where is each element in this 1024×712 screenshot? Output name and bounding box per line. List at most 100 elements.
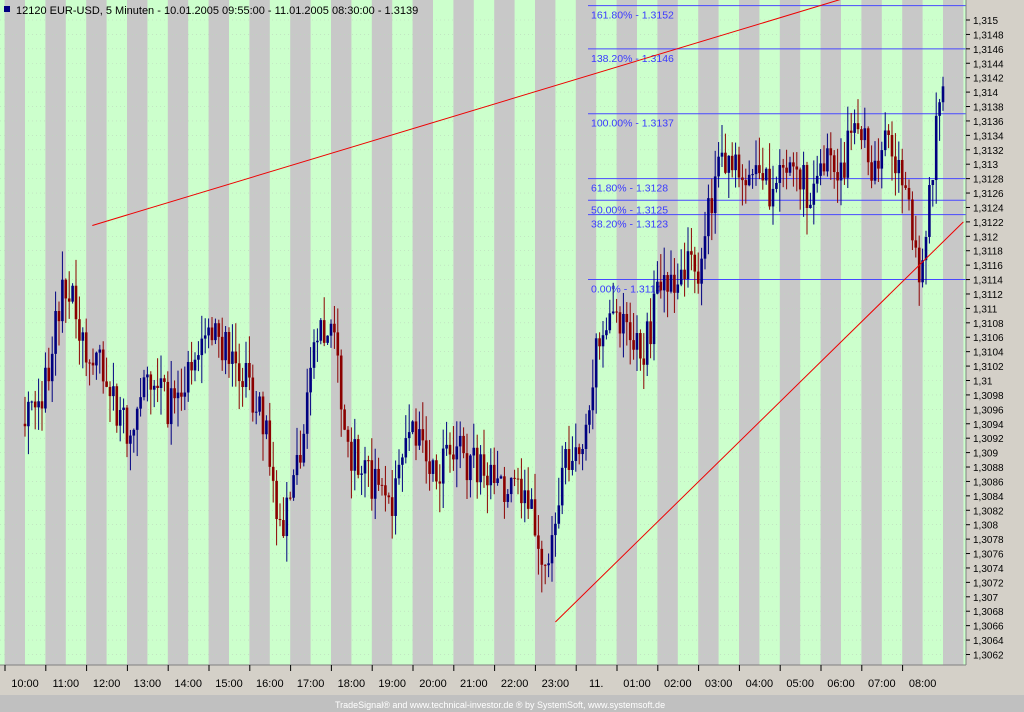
candle-body <box>452 454 455 460</box>
candle-body <box>669 274 673 292</box>
candle-body <box>312 342 316 368</box>
candle-body <box>690 251 693 255</box>
candle-body <box>588 410 591 425</box>
candle-body <box>54 311 57 354</box>
header-marker-icon <box>4 6 10 12</box>
candle-body <box>928 185 931 237</box>
candle-body <box>122 407 125 410</box>
price-tick-label: 1,3118 <box>973 247 1003 258</box>
candle-body <box>520 478 523 504</box>
trendline <box>92 0 841 226</box>
candle-body <box>798 169 802 190</box>
time-tick-label: 06:00 <box>827 678 855 690</box>
candle-body <box>475 447 479 483</box>
candle-body <box>479 454 482 483</box>
price-tick-label: 1,313 <box>973 160 998 171</box>
candle-body <box>169 388 173 425</box>
time-axis: 10:00 11:00 12:00 13:00 14:00 15:00 16:00 17:00… <box>0 664 1024 712</box>
hour-band <box>494 0 515 665</box>
candle-body <box>802 165 805 190</box>
candle-body <box>285 497 289 537</box>
candle-body <box>642 358 646 365</box>
candle-body <box>465 453 469 481</box>
price-tick-label: 1,3066 <box>973 622 1004 633</box>
candle-body <box>231 351 234 364</box>
candle-body <box>37 401 40 408</box>
candle-body <box>397 464 401 479</box>
candle-body <box>577 447 581 455</box>
candle-body <box>112 386 115 397</box>
candle-body <box>628 322 632 341</box>
candle-body <box>74 285 78 320</box>
candle-body <box>292 475 295 498</box>
candle-body <box>911 199 914 241</box>
candle-body <box>567 449 571 470</box>
candle-body <box>282 520 285 537</box>
candle-body <box>618 312 622 334</box>
candle-body <box>775 182 778 189</box>
candle-body <box>244 362 248 388</box>
candle-body <box>384 485 387 496</box>
candle-body <box>275 480 278 520</box>
candle-body <box>482 454 486 476</box>
candle-body <box>129 435 132 444</box>
candle-body <box>336 332 340 356</box>
price-tick-label: 1,3114 <box>973 276 1003 287</box>
candle-body <box>33 401 37 408</box>
candle-body <box>734 154 737 171</box>
price-tick-label: 1,3092 <box>973 434 1004 445</box>
candle-body <box>707 198 710 237</box>
candle-body <box>557 505 561 524</box>
candle-body <box>27 401 30 427</box>
candle-body <box>907 187 911 200</box>
time-tick-label: 17:00 <box>297 678 325 690</box>
candle-body <box>649 321 652 345</box>
candle-body <box>866 128 870 163</box>
candle-body <box>57 311 61 322</box>
price-tick-label: 1,3088 <box>973 463 1004 474</box>
hour-band <box>535 0 556 665</box>
candle-body <box>724 152 727 173</box>
fibonacci-lines: 161.80% - 1.3152 138.20% - 1.3146 100.00% … <box>588 5 966 296</box>
candle-body <box>428 461 431 474</box>
candle-body <box>764 168 768 181</box>
price-axis-bg <box>966 0 1024 665</box>
time-tick-label: 12:00 <box>93 678 121 690</box>
candle-body <box>846 130 850 178</box>
candles <box>23 76 945 593</box>
candle-body <box>761 173 765 181</box>
candle-body <box>363 460 367 474</box>
candle-body <box>754 165 758 175</box>
price-tick-label: 1,3094 <box>973 420 1004 431</box>
fib-label: 61.80% - 1.3128 <box>591 183 668 195</box>
fib-label: 50.00% - 1.3125 <box>591 204 668 216</box>
hour-band <box>290 0 311 665</box>
candle-body <box>186 361 190 393</box>
candle-body <box>251 377 255 413</box>
candle-body <box>67 298 71 302</box>
price-tick-label: 1,3078 <box>973 535 1004 546</box>
candle-body <box>686 251 690 280</box>
candle-body <box>217 323 221 337</box>
candle-body <box>730 155 734 171</box>
candle-body <box>605 330 608 336</box>
time-tick-label: 04:00 <box>746 678 774 690</box>
time-tick-label: 22:00 <box>501 678 529 690</box>
candle-body <box>788 162 792 173</box>
candle-body <box>350 441 353 471</box>
candle-body <box>526 490 530 509</box>
candle-body <box>523 490 527 504</box>
trendlines <box>92 0 964 623</box>
candle-body <box>849 130 853 133</box>
candle-body <box>404 438 408 458</box>
candle-body <box>411 421 414 433</box>
candle-body <box>615 311 618 313</box>
price-tick-label: 1,3148 <box>973 30 1004 41</box>
price-tick-label: 1,311 <box>973 304 998 315</box>
candle-body <box>897 159 901 174</box>
candle-body <box>554 523 557 536</box>
candle-body <box>622 313 625 334</box>
candle-body <box>693 254 697 272</box>
candle-body <box>333 323 336 333</box>
candle-body <box>710 198 714 214</box>
